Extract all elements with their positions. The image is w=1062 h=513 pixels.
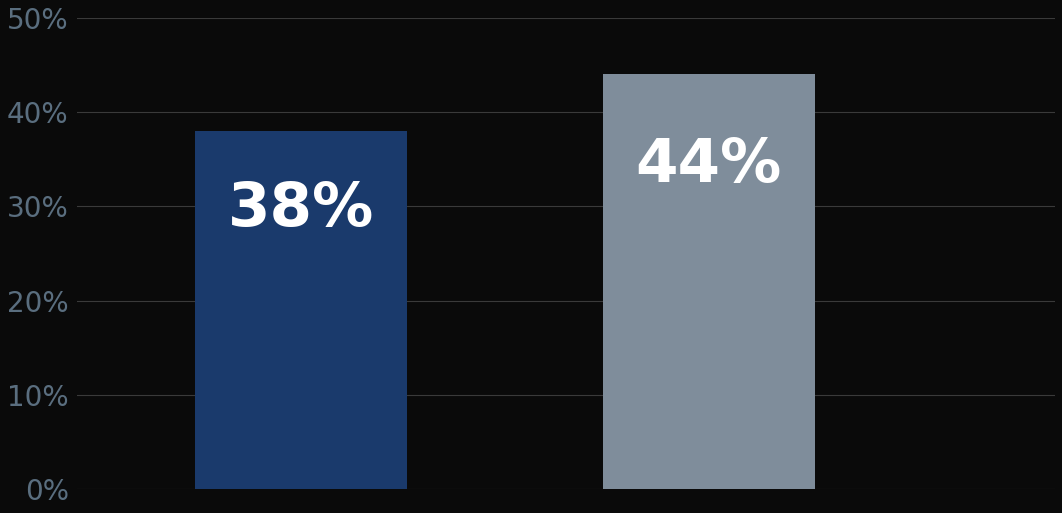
- Bar: [603, 74, 815, 489]
- Text: 38%: 38%: [228, 180, 374, 239]
- Text: 44%: 44%: [635, 136, 782, 195]
- Bar: [195, 131, 407, 489]
